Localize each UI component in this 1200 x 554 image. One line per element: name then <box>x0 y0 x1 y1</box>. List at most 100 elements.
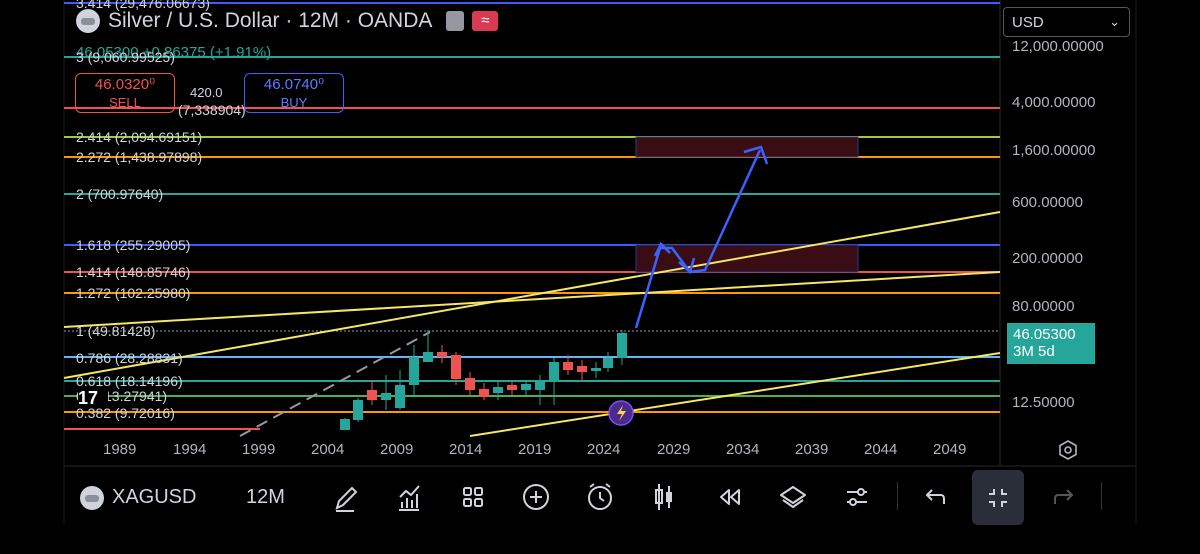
candle-body <box>603 358 613 368</box>
fib-label-2618: (7,338904) <box>178 102 246 118</box>
sell-button[interactable]: 46.0320⁰ SELL <box>75 73 175 113</box>
silver-logo-icon <box>76 9 100 33</box>
trend-line-middle <box>63 271 1001 328</box>
target-zone-lower[interactable] <box>635 244 859 273</box>
sell-label: SELL <box>109 95 141 110</box>
toolbar-separator <box>897 482 898 510</box>
buy-price: 46.0740⁰ <box>263 76 325 93</box>
candle-body <box>591 368 601 371</box>
buy-button[interactable]: 46.0740⁰ BUY <box>244 73 344 113</box>
candle-body <box>409 357 419 385</box>
price-tick: 1,600.00000 <box>1012 142 1096 159</box>
projection-arrow-head-2 <box>678 257 696 275</box>
silver-logo-icon <box>80 485 104 510</box>
symbol-header[interactable]: Silver / U.S. Dollar · 12M · OANDA ≈ <box>76 9 499 33</box>
price-tick: 80.00000 <box>1012 298 1075 315</box>
price-tick: 12.50000 <box>1012 394 1075 411</box>
target-zone-upper[interactable] <box>635 136 859 158</box>
layouts-icon[interactable] <box>458 470 488 525</box>
fib-label-1618: 1.618 (255.29005) <box>76 237 191 253</box>
toolbar-separator <box>1101 482 1102 510</box>
symbol-name: XAGUSD <box>112 486 197 508</box>
fib-label-1: 1 (49.81428) <box>76 323 156 339</box>
candle-body <box>395 385 405 408</box>
tradingview-logo: 17 <box>78 388 108 408</box>
chevron-down-icon: ⌄ <box>1109 14 1120 29</box>
time-tick: 2014 <box>449 441 483 458</box>
time-tick: 2019 <box>518 441 552 458</box>
candle-body <box>423 352 433 362</box>
price-tick: 600.00000 <box>1012 194 1083 211</box>
add-icon[interactable] <box>521 470 551 525</box>
indicators-icon[interactable] <box>394 470 424 525</box>
time-tick: 1994 <box>173 441 207 458</box>
time-tick: 2034 <box>726 441 760 458</box>
candle-body <box>353 400 363 420</box>
time-tick: 2009 <box>380 441 414 458</box>
time-tick: 1999 <box>242 441 276 458</box>
interval-button[interactable]: 12M <box>246 486 285 508</box>
fib-label-0382: 0.382 (9.72016) <box>76 405 175 421</box>
time-tick: 2049 <box>933 441 967 458</box>
settings-sliders-icon[interactable] <box>842 470 872 525</box>
fib-label-0786: 0.786 (28.28831) <box>76 350 183 366</box>
fib-label-3414: 3.414 (29,476.06673) <box>76 0 210 11</box>
lightning-icon <box>617 405 626 421</box>
candlestick-series[interactable] <box>340 330 627 430</box>
chart-settings-icon[interactable] <box>1057 439 1079 461</box>
candle-body <box>507 385 517 390</box>
fib-label-2272: 2.272 (1,438.97898) <box>76 149 203 165</box>
candle-body <box>521 384 531 390</box>
trend-line-upper <box>63 211 1001 379</box>
price-tick: 4,000.00000 <box>1012 94 1096 111</box>
last-price-tag: 46.05300 3M 5d <box>1007 323 1095 364</box>
redo-icon <box>1054 489 1074 504</box>
replay-icon[interactable] <box>714 470 744 525</box>
projection-path[interactable] <box>634 149 762 329</box>
sell-price: 46.0320⁰ <box>94 76 156 93</box>
fibonacci-levels[interactable] <box>64 2 1000 430</box>
draw-icon[interactable] <box>330 470 360 525</box>
candles-icon[interactable] <box>649 470 679 525</box>
symbol-button[interactable]: XAGUSD <box>80 470 196 525</box>
symbol-title: Silver / U.S. Dollar · 12M · OANDA <box>108 9 433 32</box>
time-tick: 2044 <box>864 441 898 458</box>
candle-body <box>437 352 447 357</box>
fib-label-2: 2 (700.97640) <box>76 186 164 202</box>
projection-arrow-head-3 <box>743 145 769 165</box>
alert-icon[interactable] <box>585 470 615 525</box>
fullscreen-icon <box>989 488 1007 507</box>
candle-body <box>479 389 489 397</box>
currency-select[interactable]: USD ⌄ <box>1003 7 1130 37</box>
spread-value: 420.0 <box>190 85 223 100</box>
candle-body <box>577 366 587 372</box>
trend-channel[interactable] <box>63 211 1001 437</box>
currency-value: USD <box>1012 14 1044 31</box>
undo-icon[interactable] <box>919 470 949 525</box>
wave-icon[interactable]: ≈ <box>472 11 499 31</box>
fib-label-0618: 0.618 (18.14196) <box>76 373 183 389</box>
candle-body <box>549 362 559 380</box>
candle-body <box>451 355 461 379</box>
candle-body <box>340 419 350 430</box>
price-change-line: 46.05300 +0.86375 (+1.91%) <box>76 44 272 61</box>
fullscreen-button[interactable] <box>972 470 1024 525</box>
layers-icon[interactable] <box>778 470 808 525</box>
price-tick: 12,000.00000 <box>1012 38 1104 55</box>
dashed-trend-line[interactable] <box>239 331 431 437</box>
last-price-value: 46.05300 <box>1013 326 1076 343</box>
trend-line-lower <box>469 352 1001 437</box>
fib-label-1272: 1.272 (102.25980) <box>76 285 191 301</box>
fib-label-3: 3 (9,060.99525) <box>76 49 175 65</box>
candle-body <box>617 333 627 358</box>
bottom-toolbar: XAGUSD 12M <box>64 470 1136 525</box>
candle-body <box>381 393 391 400</box>
candle-body <box>465 378 475 390</box>
candle-body <box>367 390 377 400</box>
time-tick: 2004 <box>311 441 345 458</box>
flag-icon[interactable] <box>446 11 465 31</box>
time-tick: 2029 <box>657 441 691 458</box>
candle-body <box>493 387 503 393</box>
time-tick: 2024 <box>587 441 621 458</box>
